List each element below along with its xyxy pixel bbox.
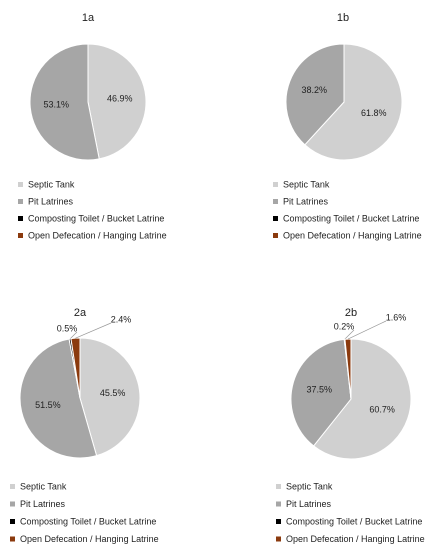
data-label: 45.5% (100, 388, 126, 398)
data-label: 46.9% (107, 93, 133, 103)
legend-label: Composting Toilet / Bucket Latrine (286, 516, 422, 526)
legend-label: Open Defecation / Hanging Latrine (283, 230, 422, 240)
legend-swatch (18, 182, 23, 187)
pie-slice (344, 338, 352, 400)
legend-label: Open Defecation / Hanging Latrine (286, 534, 425, 544)
legend-swatch (276, 484, 281, 489)
legend-swatch (10, 484, 15, 489)
pie-slice (290, 338, 352, 447)
pie-slice (19, 338, 98, 459)
legend-swatch (273, 182, 278, 187)
legend-label: Open Defecation / Hanging Latrine (28, 230, 167, 240)
pie-slice (304, 43, 403, 161)
legend-label: Composting Toilet / Bucket Latrine (28, 213, 164, 223)
legend-swatch (10, 519, 15, 524)
pie-slice (285, 43, 345, 146)
pie-slice (79, 337, 141, 457)
legend-swatch (273, 199, 278, 204)
legend-swatch (276, 519, 281, 524)
legend-swatch (18, 199, 23, 204)
legend-label: Pit Latrines (28, 196, 74, 206)
legend-label: Septic Tank (28, 179, 75, 189)
data-label: 60.7% (369, 404, 395, 414)
data-label: 0.2% (334, 321, 355, 331)
pie-slice (312, 338, 412, 460)
pie-slice (87, 43, 147, 160)
pie-slice (29, 43, 100, 161)
legend-label: Composting Toilet / Bucket Latrine (283, 213, 419, 223)
leader-line (344, 329, 355, 340)
leader-line (75, 322, 112, 339)
chart-title: 1a (82, 12, 95, 24)
leader-line (347, 320, 387, 340)
data-label: 61.8% (361, 108, 387, 118)
chart-title: 1b (337, 12, 349, 24)
legend-label: Pit Latrines (283, 196, 329, 206)
legend-swatch (10, 536, 15, 542)
legend-label: Pit Latrines (20, 499, 66, 509)
data-label: 1.6% (386, 312, 407, 322)
legend-swatch (10, 501, 15, 507)
legend-label: Composting Toilet / Bucket Latrine (20, 516, 156, 526)
legend-swatch (273, 233, 278, 238)
legend-label: Septic Tank (20, 481, 67, 491)
legend-swatch (18, 233, 23, 238)
legend-label: Open Defecation / Hanging Latrine (20, 534, 159, 544)
data-label: 53.1% (43, 99, 69, 109)
legend-label: Pit Latrines (286, 499, 332, 509)
legend-swatch (18, 216, 23, 221)
data-label: 37.5% (307, 384, 333, 394)
data-label: 51.5% (35, 400, 61, 410)
chart-title: 2a (74, 307, 87, 319)
chart-title: 2b (345, 307, 357, 319)
legend-swatch (276, 536, 281, 542)
legend-label: Septic Tank (283, 179, 330, 189)
data-label: 2.4% (111, 314, 132, 324)
leader-line (69, 331, 78, 340)
legend-swatch (273, 216, 278, 221)
data-label: 0.5% (57, 323, 78, 333)
legend-label: Septic Tank (286, 481, 333, 491)
legend-swatch (276, 501, 281, 507)
data-label: 38.2% (302, 85, 328, 95)
